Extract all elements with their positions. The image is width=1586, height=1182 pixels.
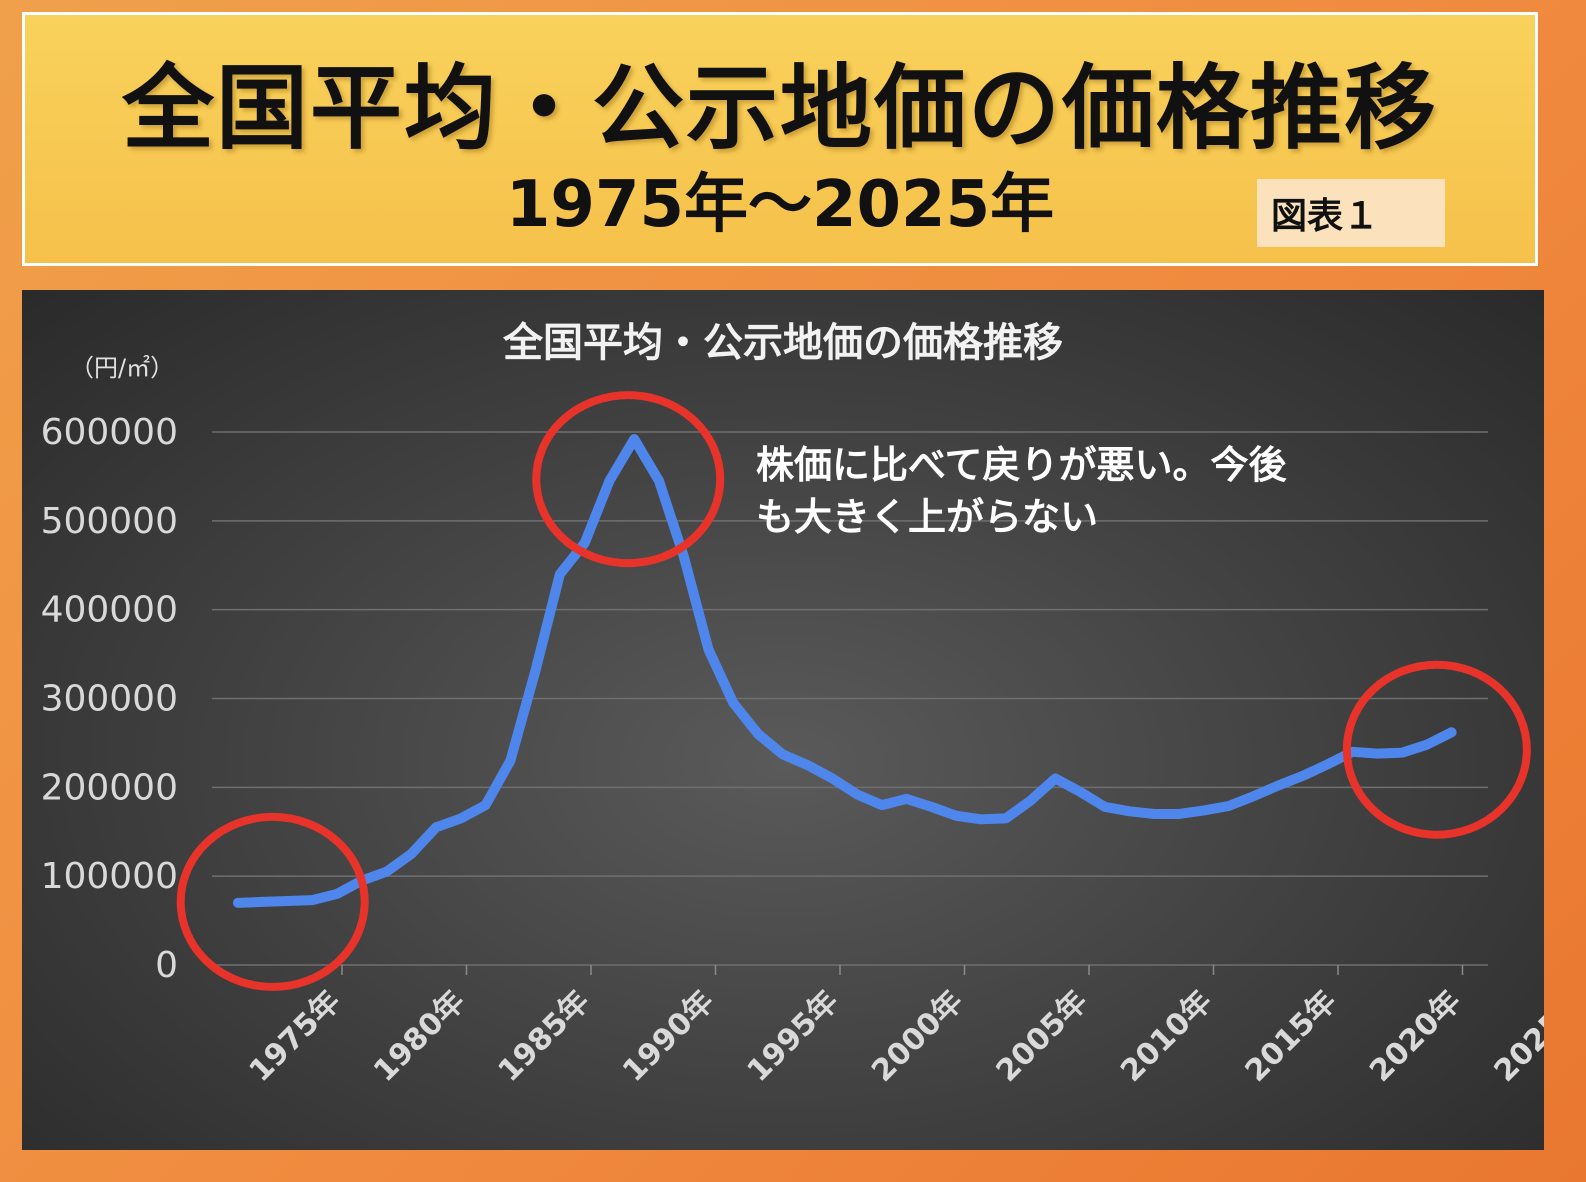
annotation-line-1: も大きく上がらない (756, 495, 1098, 539)
x-tick-label-2: 1985年 (492, 984, 597, 1089)
annotation-line-0: 株価に比べて戻りが悪い。今後 (756, 443, 1287, 487)
y-tick-label-5: 500000 (41, 501, 178, 542)
series-line-0 (232, 434, 1457, 908)
x-tick-label-1: 1980年 (367, 984, 472, 1089)
x-tick-label-0: 1975年 (243, 984, 348, 1089)
header-banner: 全国平均・公示地価の価格推移 1975年〜2025年 図表１ (22, 12, 1538, 266)
x-tick-label-9: 2020年 (1363, 984, 1468, 1089)
chart-title: 全国平均・公示地価の価格推移 (502, 320, 1063, 366)
highlight-circle-peak (532, 391, 725, 568)
figure-label: 図表１ (1257, 179, 1445, 247)
y-tick-label-2: 200000 (41, 767, 178, 808)
y-tick-label-0: 0 (155, 945, 178, 986)
x-tick-label-7: 2010年 (1114, 984, 1219, 1089)
highlight-circle-start (176, 812, 369, 991)
y-tick-label-4: 400000 (41, 590, 178, 631)
chart-panel: 全国平均・公示地価の価格推移 （円/㎡） 0 100000 200000 300000 40… (22, 290, 1544, 1150)
main-title: 全国平均・公示地価の価格推移 (121, 55, 1438, 162)
y-tick-label-6: 600000 (41, 412, 178, 453)
y-tick-label-3: 300000 (41, 679, 178, 720)
line-chart: 全国平均・公示地価の価格推移 （円/㎡） 0 100000 200000 300000 40… (41, 320, 1544, 1089)
highlight-circle-end (1342, 660, 1531, 839)
y-tick-label-1: 100000 (41, 856, 178, 897)
x-tick-label-6: 2005年 (990, 984, 1095, 1089)
y-axis-unit-label: （円/㎡） (70, 354, 174, 382)
sub-title: 1975年〜2025年 (505, 168, 1055, 242)
x-tick-label-3: 1990年 (616, 984, 721, 1089)
x-tick-label-10: 2025年 (1488, 984, 1544, 1089)
x-tick-label-4: 1995年 (741, 984, 846, 1089)
x-tick-label-5: 2000年 (865, 984, 970, 1089)
x-tick-label-8: 2015年 (1239, 984, 1344, 1089)
